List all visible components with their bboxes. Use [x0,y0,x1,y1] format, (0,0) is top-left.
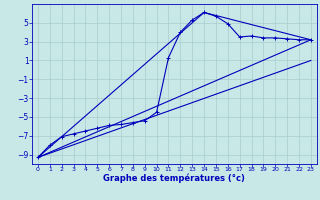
X-axis label: Graphe des températures (°c): Graphe des températures (°c) [103,174,245,183]
